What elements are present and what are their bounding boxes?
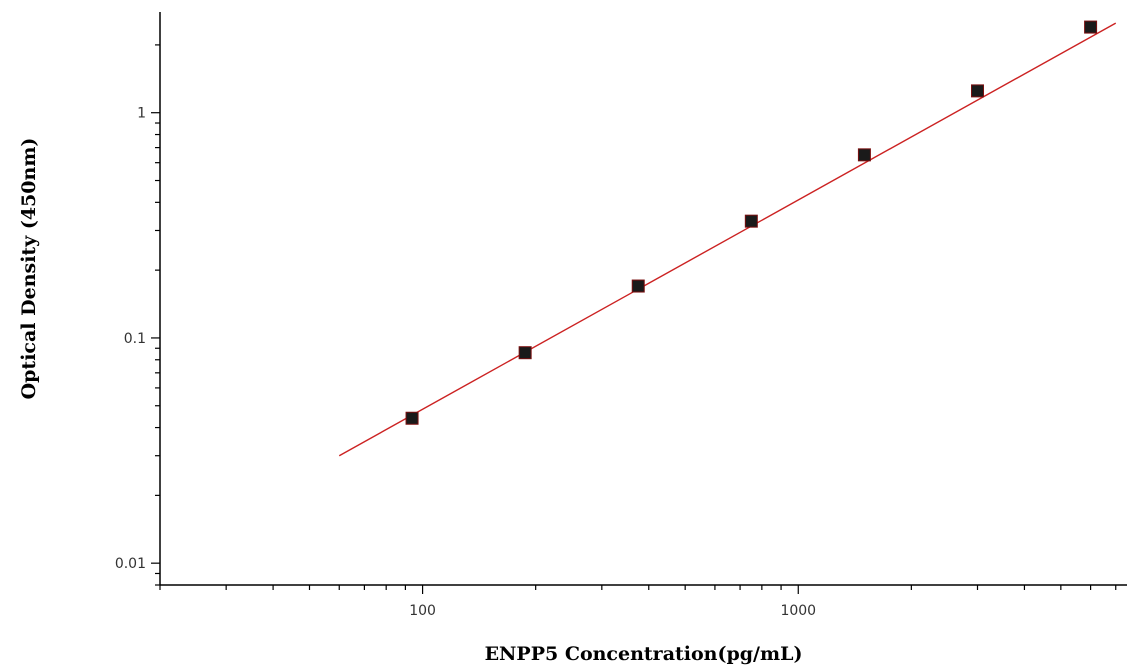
data-points bbox=[405, 20, 1098, 425]
fit-line bbox=[338, 22, 1117, 457]
data-point bbox=[518, 346, 532, 360]
y-tick-label: 0.1 bbox=[124, 331, 146, 347]
data-point bbox=[971, 84, 985, 98]
y-tick-label: 1 bbox=[137, 106, 146, 122]
y-axis-ticks: 0.01 0.1 1 bbox=[115, 44, 160, 586]
x-axis-ticks: 100 1000 bbox=[159, 585, 1117, 619]
data-point bbox=[405, 411, 419, 425]
data-point bbox=[1084, 20, 1098, 34]
y-tick-label: 0.01 bbox=[115, 556, 146, 572]
x-axis-title: ENPP5 Concentration(pg/mL) bbox=[485, 643, 803, 665]
x-tick-label: 1000 bbox=[780, 603, 816, 619]
fit-line-layer bbox=[338, 22, 1117, 457]
data-point bbox=[744, 214, 758, 228]
y-axis-title: Optical Density (450nm) bbox=[18, 138, 40, 400]
data-point bbox=[857, 148, 871, 162]
data-point bbox=[631, 279, 645, 293]
x-tick-label: 100 bbox=[409, 603, 436, 619]
axes: 0.01 0.1 1 100 1000 bbox=[115, 12, 1127, 619]
